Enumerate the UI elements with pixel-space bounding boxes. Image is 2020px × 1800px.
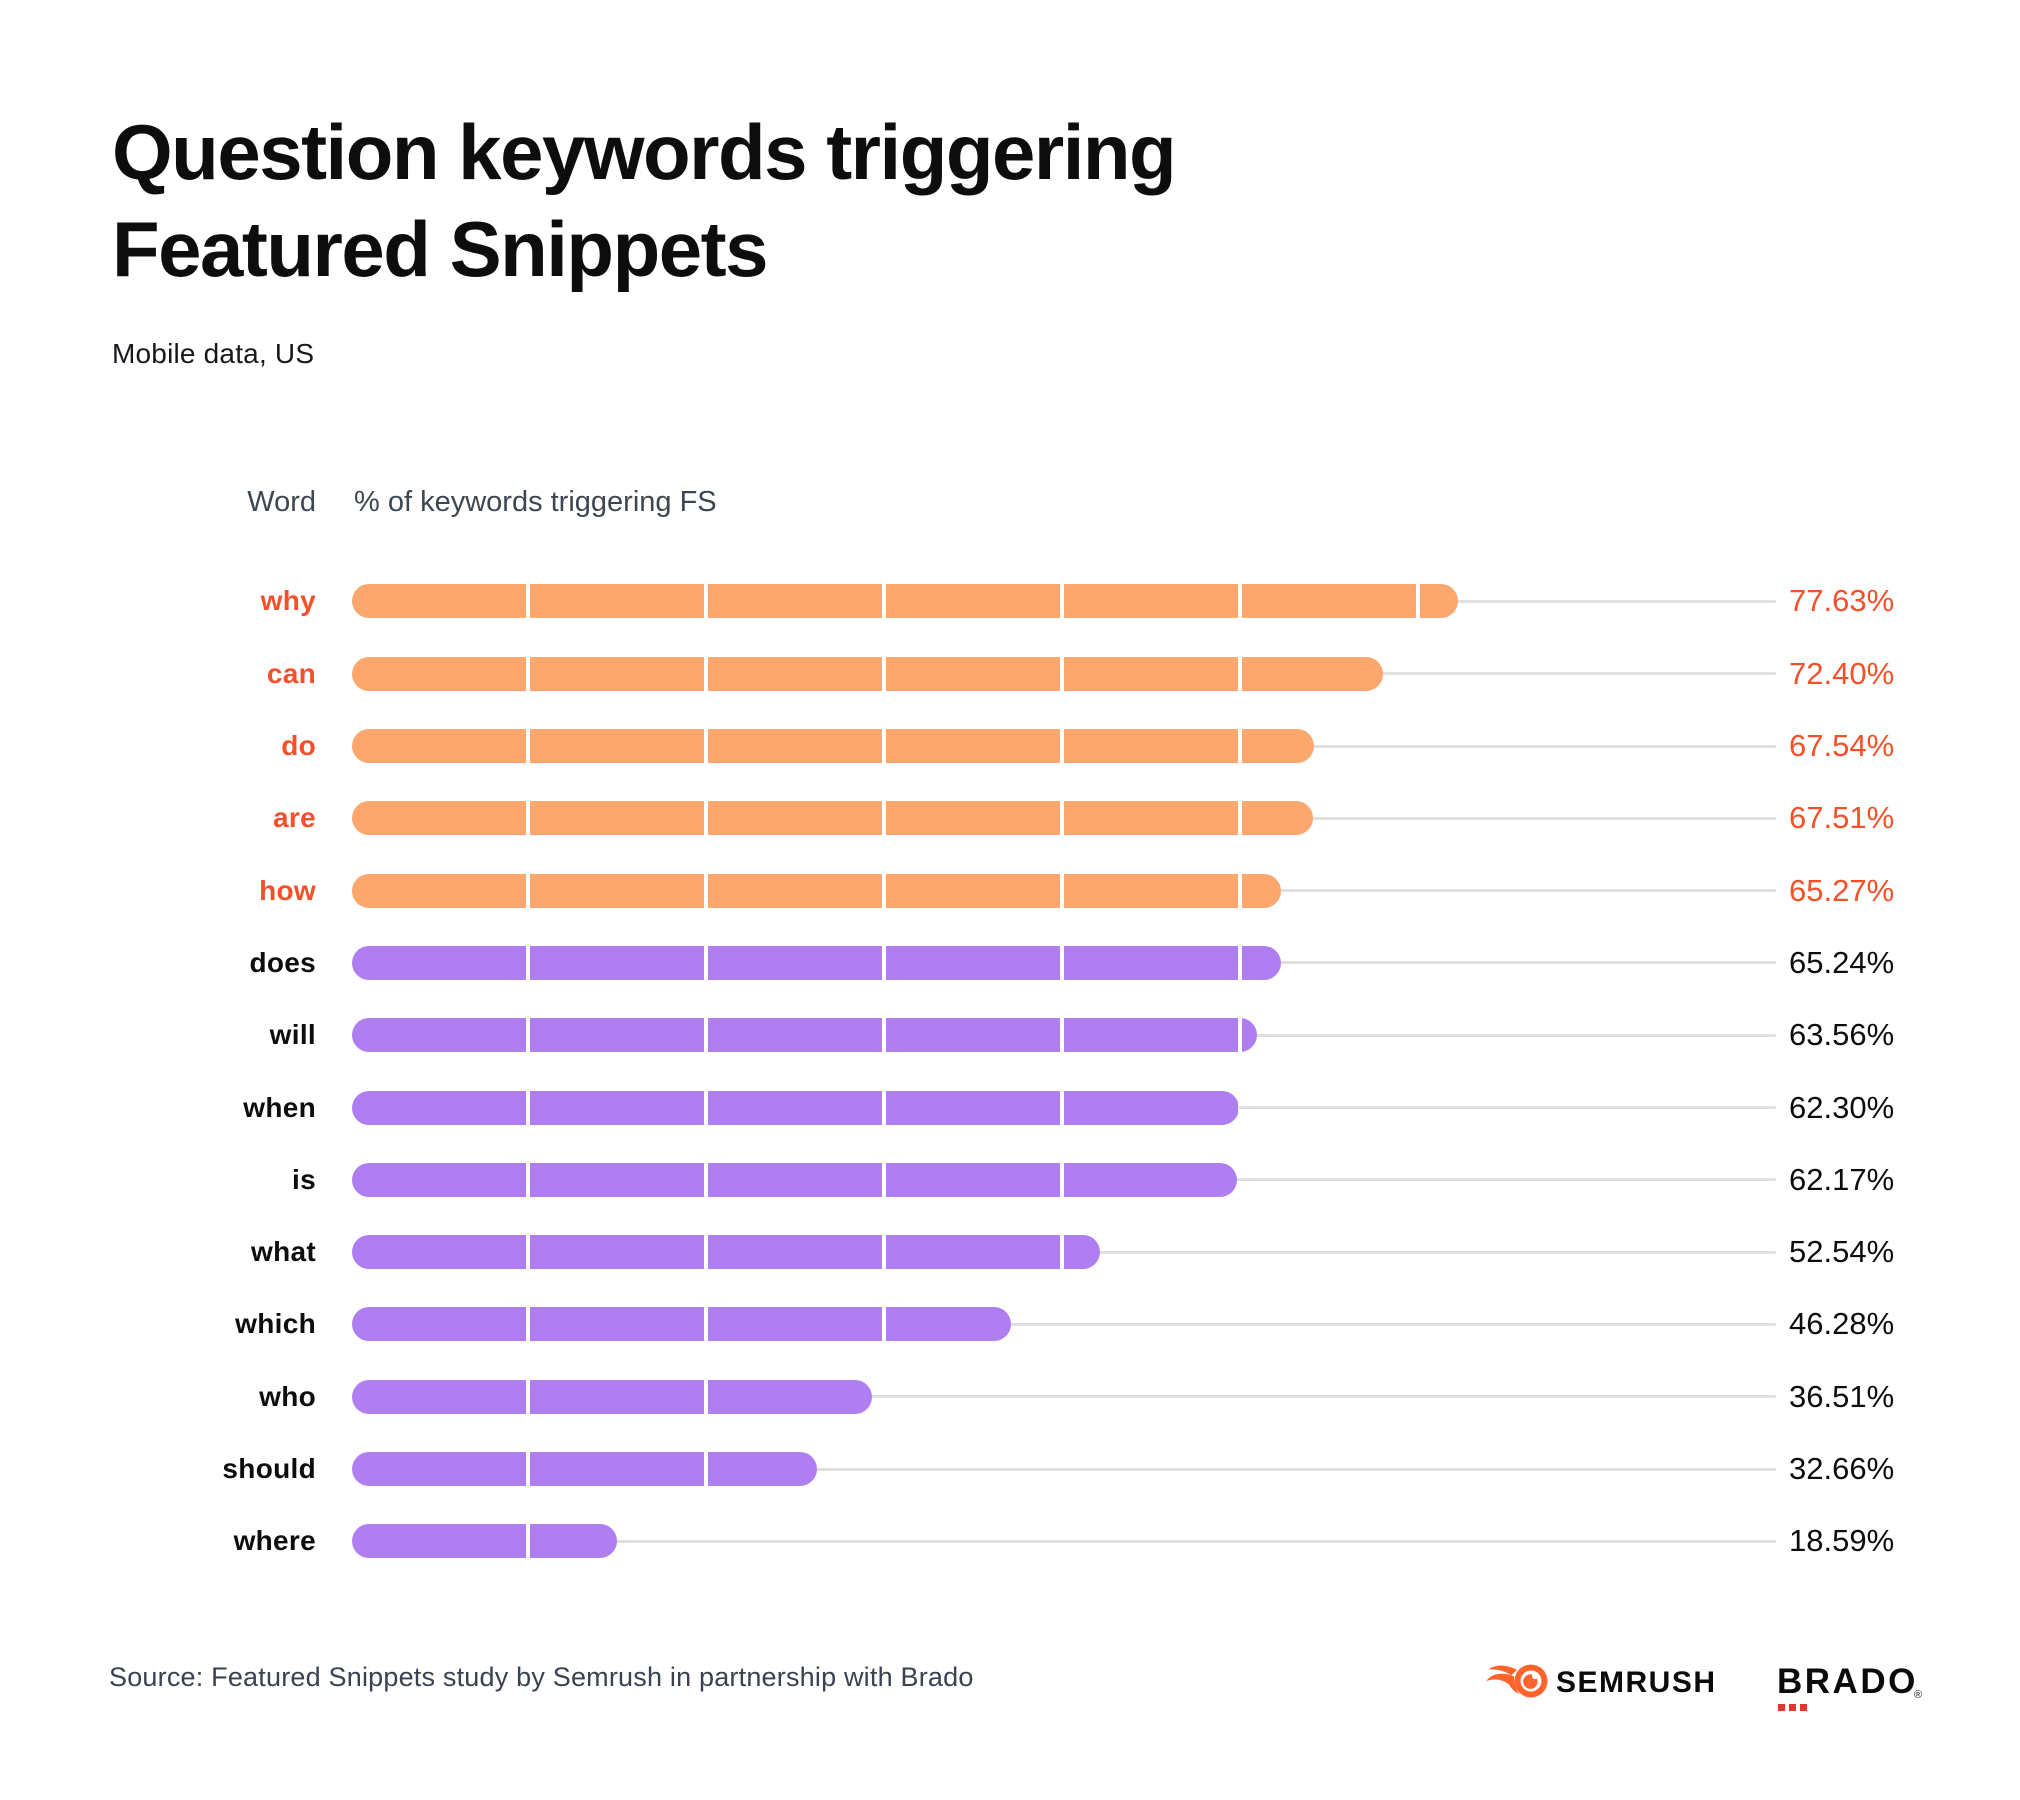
bar (352, 873, 1282, 908)
page-title: Question keywords triggering Featured Sn… (112, 104, 1612, 298)
bar (352, 1018, 1258, 1053)
row-value: 65.27% (1789, 872, 1895, 908)
row-value: 18.59% (1789, 1523, 1895, 1559)
row-label: should (222, 1453, 316, 1485)
row-value: 72.40% (1789, 655, 1895, 691)
chart-row: where 18.59% (0, 1505, 2020, 1577)
row-value: 67.51% (1789, 800, 1895, 836)
brado-registered-mark: ® (1914, 1689, 1923, 1701)
brado-squares-icon (1778, 1704, 1807, 1711)
row-label: do (281, 730, 316, 762)
semrush-flame-icon (1486, 1664, 1548, 1698)
row-label: who (259, 1380, 316, 1412)
bar (352, 729, 1314, 764)
chart-row: do 67.54% (0, 710, 2020, 782)
page-title-line2: Featured Snippets (112, 205, 768, 293)
row-label: where (233, 1525, 316, 1557)
bar-track (352, 1395, 1776, 1399)
chart-row: what 52.54% (0, 1216, 2020, 1288)
row-label: can (266, 657, 316, 689)
row-label: does (249, 946, 316, 978)
chart-row: should 32.66% (0, 1433, 2020, 1505)
chart-row: when 62.30% (0, 1071, 2020, 1143)
bar (352, 1162, 1238, 1197)
row-value: 46.28% (1789, 1306, 1895, 1342)
bar (352, 945, 1281, 980)
row-value: 67.54% (1789, 728, 1895, 764)
row-value: 62.30% (1789, 1089, 1895, 1125)
row-label: which (235, 1308, 316, 1340)
row-label: will (269, 1019, 316, 1051)
column-header-percent: % of keywords triggering FS (354, 486, 717, 518)
bar (352, 1090, 1240, 1125)
bar-track (352, 1467, 1776, 1471)
bar (352, 1235, 1101, 1270)
chart-row: why 77.63% (0, 565, 2020, 637)
bar (352, 1307, 1011, 1342)
bar (352, 656, 1383, 691)
chart-row: which 46.28% (0, 1288, 2020, 1360)
row-value: 52.54% (1789, 1234, 1895, 1270)
row-value: 77.63% (1789, 583, 1895, 619)
source-note: Source: Featured Snippets study by Semru… (109, 1662, 974, 1692)
bar (352, 801, 1314, 836)
row-value: 63.56% (1789, 1017, 1895, 1053)
bar (352, 1452, 818, 1487)
row-label: how (259, 874, 316, 906)
row-value: 65.24% (1789, 944, 1895, 980)
row-label: why (260, 585, 316, 617)
chart-row: are 67.51% (0, 782, 2020, 854)
row-label: what (251, 1236, 316, 1268)
row-value: 36.51% (1789, 1378, 1895, 1414)
chart-row: how 65.27% (0, 855, 2020, 927)
column-header-word: Word (247, 486, 316, 518)
row-label: when (243, 1091, 316, 1123)
bar-track (352, 1322, 1776, 1326)
chart-row: who 36.51% (0, 1361, 2020, 1433)
row-value: 32.66% (1789, 1451, 1895, 1487)
page-title-line1: Question keywords triggering (112, 108, 1177, 196)
chart-row: does 65.24% (0, 927, 2020, 999)
bar (352, 584, 1458, 619)
row-label: are (273, 802, 316, 834)
brado-wordmark: BRADO (1777, 1662, 1918, 1701)
row-value: 62.17% (1789, 1161, 1895, 1197)
chart-row: is 62.17% (0, 1144, 2020, 1216)
page-subtitle: Mobile data, US (112, 338, 315, 369)
row-label: is (292, 1163, 316, 1195)
chart-row: will 63.56% (0, 999, 2020, 1071)
semrush-wordmark: SEMRUSH (1556, 1666, 1717, 1699)
bar (352, 1524, 617, 1559)
chart-row: can 72.40% (0, 638, 2020, 710)
bar-track (352, 1539, 1776, 1543)
bar (352, 1379, 872, 1414)
